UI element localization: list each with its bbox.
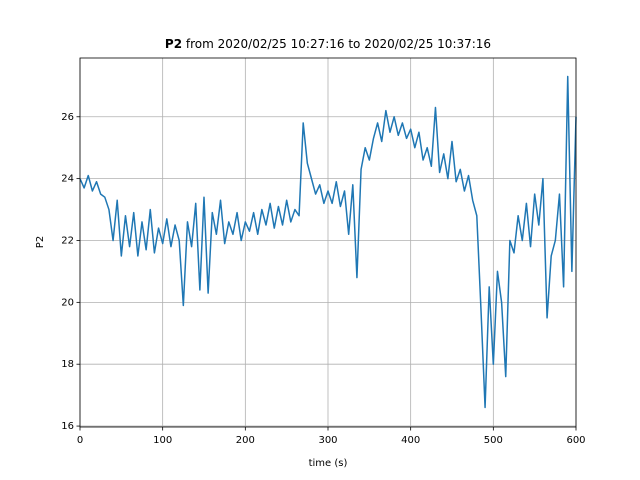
y-tick-label: 22 bbox=[61, 235, 74, 246]
y-tick-label: 24 bbox=[61, 174, 74, 185]
y-tick-label: 18 bbox=[61, 359, 74, 370]
x-tick-label: 600 bbox=[566, 435, 585, 446]
x-tick-label: 100 bbox=[153, 435, 172, 446]
x-tick-label: 500 bbox=[484, 435, 503, 446]
chart-title: P2 from 2020/02/25 10:27:16 to 2020/02/2… bbox=[165, 37, 491, 51]
title-bold: P2 bbox=[165, 37, 182, 51]
x-tick-label: 200 bbox=[236, 435, 255, 446]
data-line bbox=[79, 75, 577, 409]
plot-frame bbox=[79, 57, 577, 428]
y-tick-label: 26 bbox=[61, 112, 74, 123]
x-tick-label: 400 bbox=[401, 435, 420, 446]
x-tick-label: 300 bbox=[318, 435, 337, 446]
y-tick-label: 20 bbox=[61, 297, 74, 308]
x-tick-label: 0 bbox=[77, 435, 83, 446]
y-tick-label: 16 bbox=[61, 421, 74, 432]
x-axis-label: time (s) bbox=[309, 458, 348, 469]
y-axis-label: P2 bbox=[35, 236, 46, 248]
title-text: from 2020/02/25 10:27:16 to 2020/02/25 1… bbox=[186, 37, 491, 51]
